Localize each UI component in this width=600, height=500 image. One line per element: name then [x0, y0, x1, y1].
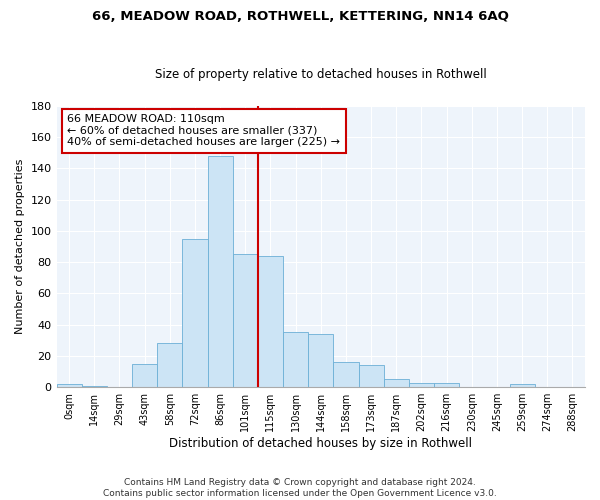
Bar: [509, 384, 535, 387]
Bar: [283, 332, 308, 387]
Bar: [359, 366, 383, 387]
Text: 66, MEADOW ROAD, ROTHWELL, KETTERING, NN14 6AQ: 66, MEADOW ROAD, ROTHWELL, KETTERING, NN…: [92, 10, 508, 23]
Bar: [157, 344, 182, 387]
Bar: [334, 362, 359, 387]
Title: Size of property relative to detached houses in Rothwell: Size of property relative to detached ho…: [155, 68, 487, 81]
X-axis label: Distribution of detached houses by size in Rothwell: Distribution of detached houses by size …: [169, 437, 472, 450]
Bar: [56, 384, 82, 387]
Text: 66 MEADOW ROAD: 110sqm
← 60% of detached houses are smaller (337)
40% of semi-de: 66 MEADOW ROAD: 110sqm ← 60% of detached…: [67, 114, 340, 148]
Bar: [208, 156, 233, 387]
Text: Contains HM Land Registry data © Crown copyright and database right 2024.
Contai: Contains HM Land Registry data © Crown c…: [103, 478, 497, 498]
Y-axis label: Number of detached properties: Number of detached properties: [15, 159, 25, 334]
Bar: [82, 386, 107, 387]
Bar: [258, 256, 283, 387]
Bar: [383, 380, 409, 387]
Bar: [409, 382, 434, 387]
Bar: [434, 382, 459, 387]
Bar: [182, 238, 208, 387]
Bar: [233, 254, 258, 387]
Bar: [308, 334, 334, 387]
Bar: [132, 364, 157, 387]
